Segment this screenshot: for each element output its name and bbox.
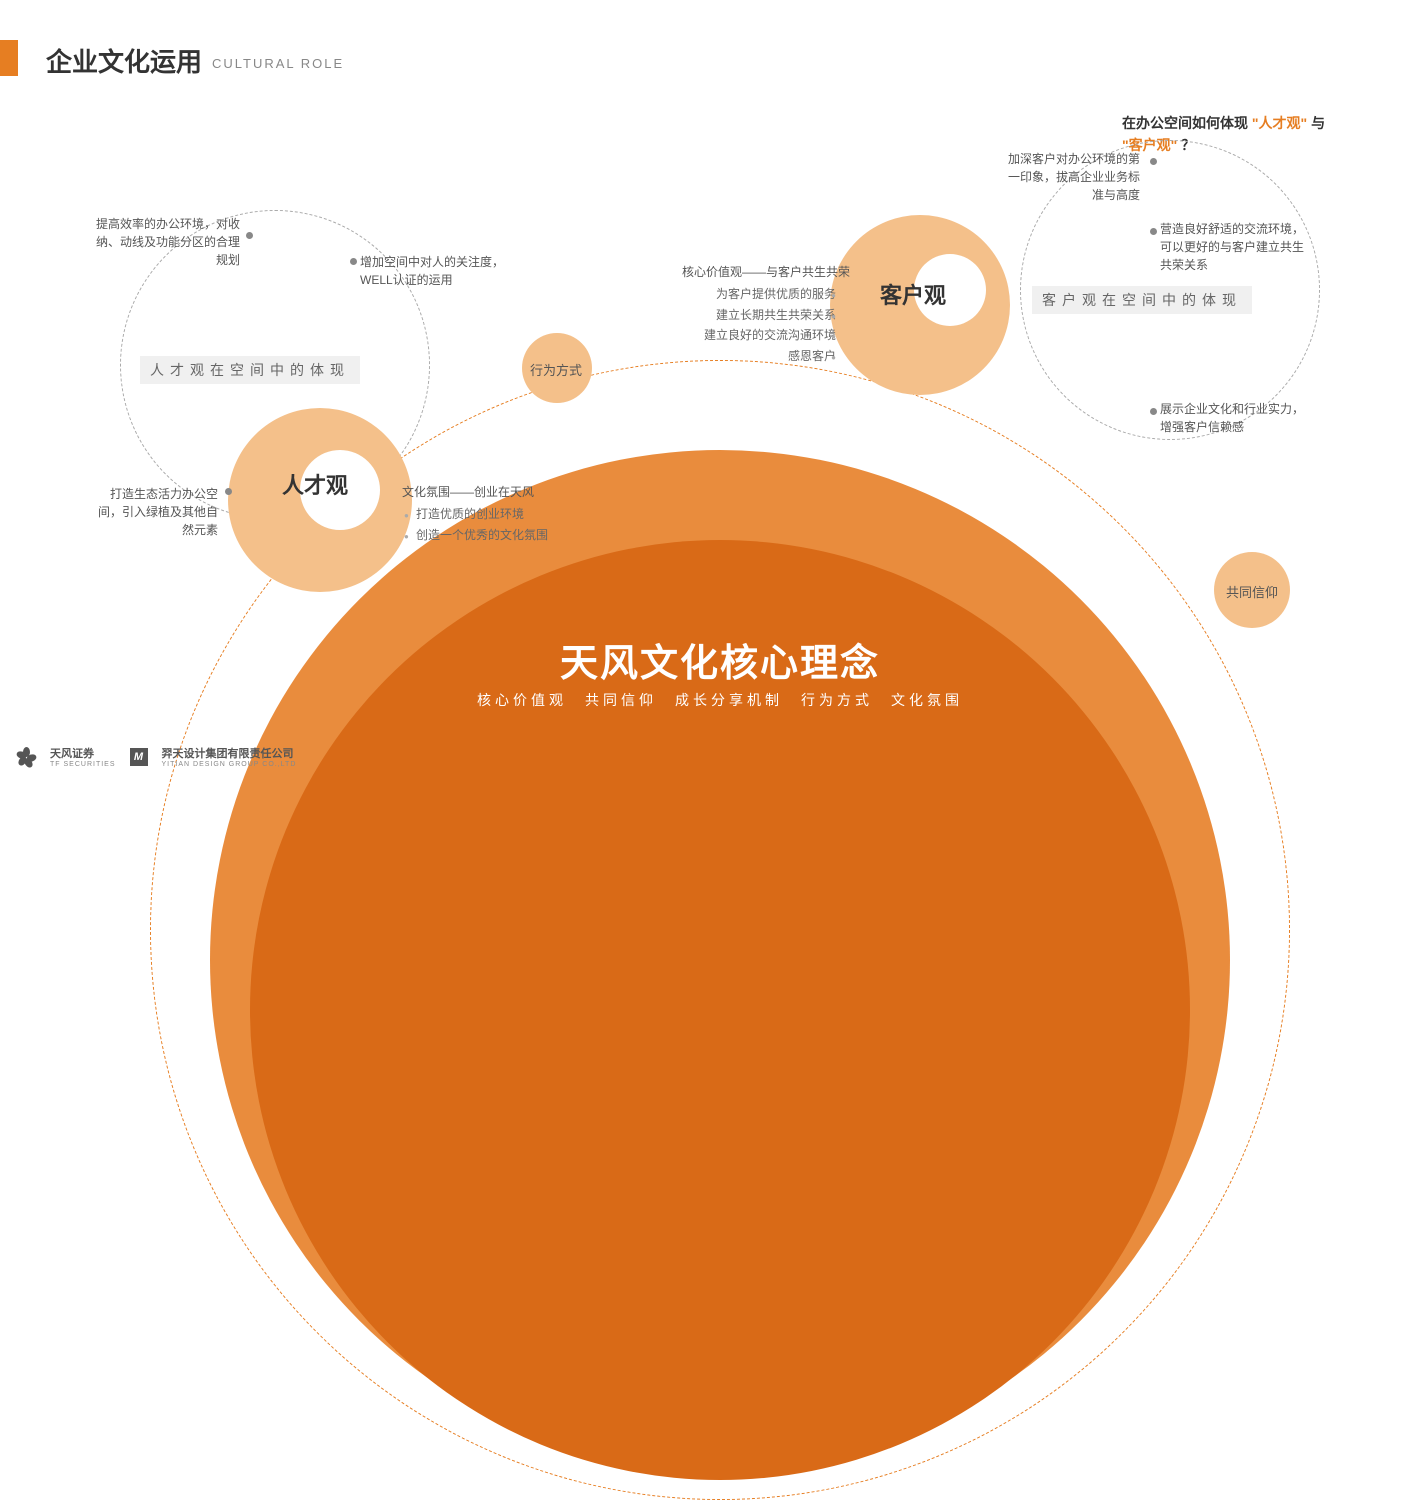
center-subs: 核心价值观 共同信仰 成长分享机制 行为方式 文化氛围	[360, 690, 1080, 710]
page-title-en: CULTURAL ROLE	[212, 56, 344, 71]
callout-dot	[246, 232, 253, 239]
m-logo-icon: M	[130, 748, 148, 766]
talent-detail-item: 打造优质的创业环境	[416, 504, 602, 524]
callout-dot	[225, 488, 232, 495]
talent-callout-2: 增加空间中对人的关注度，WELL认证的运用	[360, 253, 530, 289]
customer-detail-list: 为客户提供优质的服务 建立长期共生共荣关系 建立良好的交流沟通环境 感恩客户	[650, 284, 850, 366]
talent-callout-1: 提高效率的办公环境，对收纳、动线及功能分区的合理规划	[90, 215, 240, 269]
talent-detail-block: 文化氛围——创业在天风 打造优质的创业环境 创造一个优秀的文化氛围	[402, 482, 602, 545]
callout-dot	[350, 258, 357, 265]
belief-label: 共同信仰	[1226, 582, 1278, 601]
header-accent-bar	[0, 40, 18, 76]
center-title: 天风文化核心理念	[420, 632, 1020, 687]
prompt-kw1: "人才观"	[1252, 115, 1307, 131]
customer-callout-3: 展示企业文化和行业实力，增强客户信赖感	[1160, 400, 1310, 436]
footer-brand1: 天风证券 TF SECURITIES	[50, 745, 116, 768]
footer-brand2: 羿天设计集团有限责任公司 YITIAN DESIGN GROUP CO.,LTD	[162, 745, 297, 768]
talent-callout-3: 打造生态活力办公空间，引入绿植及其他自然元素	[88, 485, 218, 539]
customer-callout-1: 加深客户对办公环境的第一印象，拔高企业业务标准与高度	[1000, 150, 1140, 204]
footer-brand1-name: 天风证券	[50, 745, 116, 761]
prompt-mid: 与	[1311, 115, 1325, 131]
talent-detail-title: 文化氛围——创业在天风	[402, 482, 602, 502]
talent-detail-list: 打造优质的创业环境 创造一个优秀的文化氛围	[402, 504, 602, 545]
callout-dot	[1150, 408, 1157, 415]
callout-dot	[1150, 228, 1157, 235]
customer-banner: 客户观在空间中的体现	[1032, 286, 1252, 314]
customer-detail-item: 建立长期共生共荣关系	[650, 305, 836, 325]
customer-detail-item: 为客户提供优质的服务	[650, 284, 836, 304]
footer-brand2-name: 羿天设计集团有限责任公司	[162, 745, 297, 761]
customer-callout-2: 营造良好舒适的交流环境，可以更好的与客户建立共生共荣关系	[1160, 220, 1310, 274]
footer-logos: 天风证券 TF SECURITIES M 羿天设计集团有限责任公司 YITIAN…	[18, 745, 296, 768]
customer-label: 客户观	[880, 278, 946, 310]
talent-detail-item: 创造一个优秀的文化氛围	[416, 525, 602, 545]
talent-label: 人才观	[282, 468, 348, 500]
page-title-cn: 企业文化运用	[46, 42, 202, 79]
customer-detail-title: 核心价值观——与客户共生共荣	[650, 262, 850, 282]
customer-detail-block: 核心价值观——与客户共生共荣 为客户提供优质的服务 建立长期共生共荣关系 建立良…	[650, 262, 850, 366]
customer-detail-item: 建立良好的交流沟通环境	[650, 325, 836, 345]
footer-brand2-sub: YITIAN DESIGN GROUP CO.,LTD	[162, 761, 297, 768]
behavior-label: 行为方式	[530, 360, 582, 379]
talent-banner: 人才观在空间中的体现	[140, 356, 360, 384]
prompt-prefix: 在办公空间如何体现	[1122, 115, 1248, 131]
footer-brand1-sub: TF SECURITIES	[50, 761, 116, 768]
callout-dot	[1150, 158, 1157, 165]
customer-detail-item: 感恩客户	[650, 346, 836, 366]
flower-icon	[18, 748, 36, 766]
